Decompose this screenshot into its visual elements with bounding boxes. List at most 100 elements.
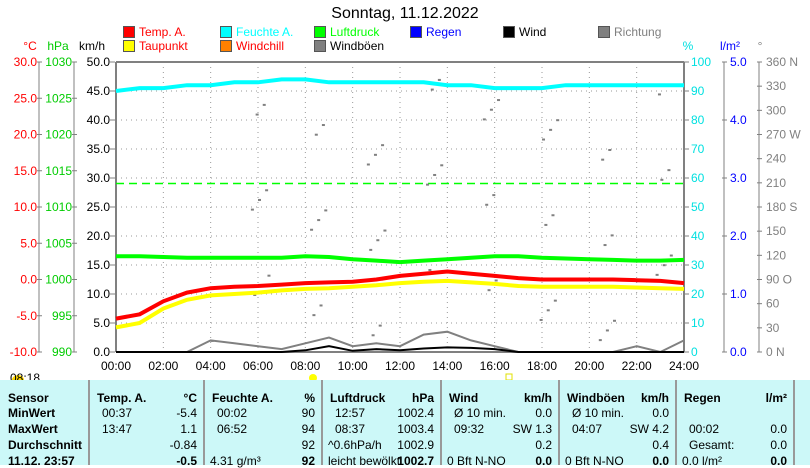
direction-point [317, 219, 321, 222]
legend-swatch [123, 26, 135, 38]
direction-point [551, 214, 555, 217]
chart-title: Sonntag, 11.12.2022 [331, 5, 479, 22]
direction-point [437, 78, 441, 81]
cell-value: 0.4 [652, 438, 669, 452]
series-line-feuchte-a- [115, 77, 684, 93]
cell-value: SW 4.2 [629, 422, 669, 436]
time-tick-label: 16:00 [480, 359, 510, 373]
axis-unit-label: ° [758, 39, 763, 53]
axis-tick-label: 210 [766, 176, 786, 190]
table-column: Regen l/m² 00:02 0.0 Gesamt: 0.0 0.0 l/m² 0.0 [677, 380, 795, 468]
direction-point [258, 198, 261, 201]
cell-label: 0 Bft N-NO [565, 454, 624, 468]
direction-point [667, 169, 671, 172]
cell-value: 92 [301, 454, 315, 468]
cell-value: 0.2 [535, 438, 552, 452]
time-tick-label: 10:00 [338, 359, 368, 373]
axis-tick-label: 20.0 [87, 229, 111, 243]
legend-label: Luftdruck [330, 25, 380, 39]
direction-point [613, 319, 616, 322]
cell-label: 00:02 [217, 406, 248, 420]
column-unit: hPa [411, 391, 434, 405]
cell-label: leicht bewölkt [328, 454, 401, 468]
direction-point [426, 183, 430, 186]
axis-tick-label: 995 [52, 309, 72, 323]
direction-point [549, 128, 553, 131]
direction-point [324, 209, 328, 212]
legend-item: Temp. A. [123, 25, 186, 39]
row-label: Durchschnitt [8, 438, 83, 452]
direction-point [494, 279, 498, 282]
axis-unit-label: % [683, 39, 694, 53]
column-unit: km/h [523, 391, 552, 405]
axis-tick-label: 15.0 [14, 164, 38, 178]
axis-tick-label: 20 [691, 287, 705, 301]
cell-label: 0.0 l/m² [682, 454, 723, 468]
direction-point [603, 244, 607, 247]
axis-tick-label: 270 W [766, 128, 801, 142]
legend-label: Wind [519, 25, 547, 39]
cell-label: Ø 10 min. [572, 406, 625, 420]
direction-point [485, 203, 489, 206]
direction-point [492, 194, 496, 197]
column-header: Windböen [567, 391, 625, 405]
series-line-wind [116, 345, 684, 353]
cell-label: 06:52 [217, 422, 248, 436]
cell-value: -0.84 [169, 438, 197, 452]
direction-point [255, 113, 259, 116]
time-tick-label: 08:00 [290, 359, 320, 373]
cell-value: 94 [301, 422, 315, 436]
cell-label: 09:32 [454, 422, 485, 436]
axis-tick-label: 150 [766, 224, 786, 238]
column-header: Wind [449, 391, 479, 405]
direction-point [381, 144, 385, 147]
column-header: Regen [684, 391, 721, 405]
legend-item: Wind [503, 25, 546, 39]
time-tick-label: 04:00 [196, 359, 226, 373]
time-tick-label: 14:00 [432, 359, 462, 373]
axis-tick-label: 45.0 [87, 84, 111, 98]
legend-item: Richtung [598, 25, 661, 39]
direction-point [267, 274, 271, 277]
direction-point [608, 149, 612, 151]
legend-swatch [410, 26, 422, 38]
direction-point [598, 339, 602, 342]
cell-value: 92 [301, 438, 315, 452]
time-tick-label: 22:00 [622, 359, 652, 373]
axis-tick-label: 10.0 [87, 287, 111, 301]
cell-value: 1002.4 [397, 406, 434, 420]
cell-label: 13:47 [102, 422, 133, 436]
cell-value: 90 [301, 406, 315, 420]
axis-tick-label: 30.0 [87, 171, 111, 185]
table-row-labels: Sensor MinWert MaxWert Durchschnitt 11.12. 2… [0, 380, 90, 468]
stats-table: Sensor MinWert MaxWert Durchschnitt 11.12. 2… [0, 380, 810, 468]
cell-value: 1002.7 [397, 454, 434, 468]
axis-tick-label: 40.0 [87, 113, 111, 127]
time-tick-label: 24:00 [669, 359, 699, 373]
column-unit: % [304, 391, 315, 405]
direction-point [553, 299, 557, 302]
direction-point [662, 264, 666, 267]
direction-point [657, 93, 661, 96]
cell-value: 0.0 [652, 406, 669, 420]
legend-label: Taupunkt [139, 39, 188, 53]
axis-tick-label: 90 [691, 84, 705, 98]
axis-tick-label: 1025 [45, 91, 72, 105]
table-column: Windböen km/h Ø 10 min. 0.0 04:07 SW 4.2 0.4 0 … [560, 380, 677, 468]
direction-point [428, 269, 432, 272]
cell-value: -0.5 [176, 454, 197, 468]
direction-point [262, 103, 266, 106]
cell-value: 1002.9 [397, 438, 434, 452]
time-tick-label: 12:00 [385, 359, 415, 373]
legend-item: Feuchte A. [220, 25, 293, 39]
axis-tick-label: 25.0 [14, 91, 38, 105]
axis-unit-label: °C [23, 39, 37, 53]
axis-tick-label: 0 [691, 345, 698, 359]
direction-point [539, 318, 543, 321]
axis-tick-label: 1015 [45, 164, 72, 178]
time-tick-label: 20:00 [574, 359, 604, 373]
axis-tick-label: 25.0 [87, 200, 111, 214]
axis-tick-label: 60 [691, 171, 705, 185]
direction-point [440, 164, 444, 167]
axis-tick-label: 990 [52, 345, 72, 359]
